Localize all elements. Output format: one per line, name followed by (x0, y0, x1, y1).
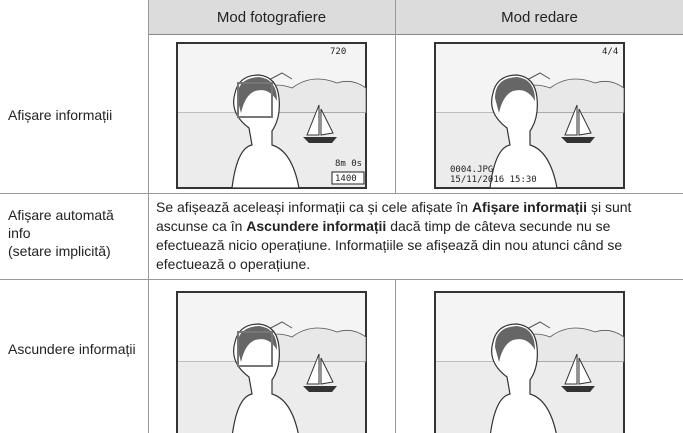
bold-text: Ascundere informații (246, 218, 387, 234)
screen-text: 8m 0s (335, 159, 362, 169)
text: dacă timp de câteva secunde nu se efectu… (156, 218, 623, 272)
focus-frame (237, 82, 273, 118)
description: Se afișează aceleași informații ca și ce… (156, 198, 676, 274)
text: Se afișează aceleași informații ca și ce… (156, 199, 472, 215)
focus-frame (237, 331, 273, 367)
label-line: (setare implicită) (8, 243, 111, 259)
column-divider (148, 0, 149, 433)
screen-image (434, 291, 625, 433)
row-label: Afișare automată info (setare implicită) (8, 206, 143, 260)
header-text: Mod fotografiere (216, 8, 327, 26)
screen-text: 720 (330, 47, 346, 57)
header-cell: Mod fotografiere (148, 0, 395, 35)
column-divider (395, 279, 396, 433)
screen-text: 0004.JPG (450, 165, 493, 175)
screen-text: 15/11/2016 15:30 (450, 175, 537, 185)
column-divider (395, 0, 396, 193)
row-label: Ascundere informații (8, 341, 136, 357)
label-line: Afișare automată (8, 207, 114, 223)
header-cell: Mod redare (396, 0, 683, 35)
screen-text: 1400 (335, 174, 357, 184)
row-divider (0, 279, 683, 280)
text: și sunt ascunse ca în (156, 199, 632, 234)
screen-text: 4/4 (602, 47, 618, 57)
row-divider (0, 193, 683, 194)
header-text: Mod redare (501, 8, 578, 26)
row-label: Afișare informații (8, 107, 113, 123)
label-line: info (8, 225, 31, 241)
bold-text: Afișare informații (471, 199, 588, 215)
